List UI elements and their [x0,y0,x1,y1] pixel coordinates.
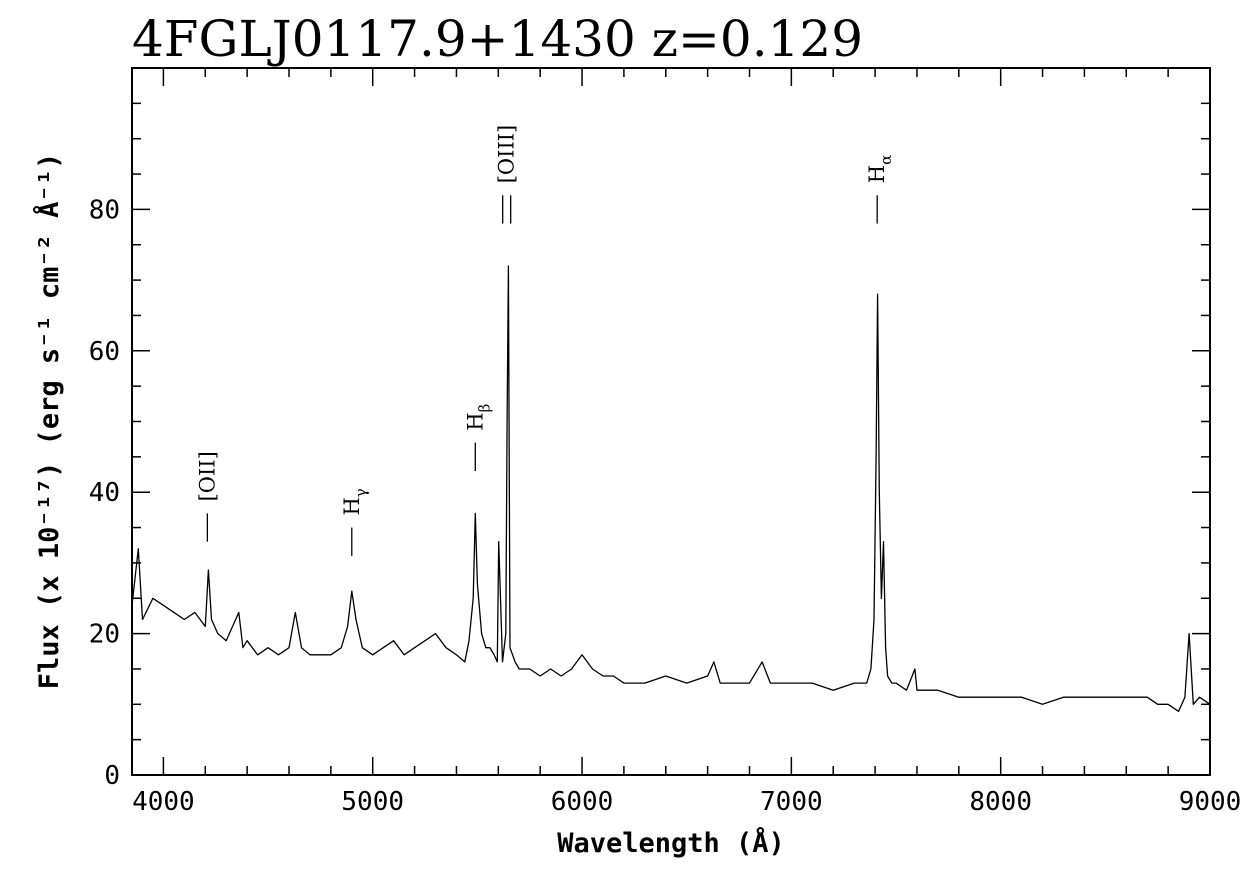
y-tick-label: 20 [89,620,120,650]
x-tick-label: 4000 [132,787,195,817]
y-tick-label: 0 [104,761,120,791]
axis-ticks [132,67,1211,776]
y-tick-label: 80 [89,195,120,225]
y-tick-label: 60 [89,337,120,367]
x-axis-label: Wavelength (Å) [557,827,785,859]
line-label: Hγ [340,488,370,515]
x-tick-label: 9000 [1179,787,1242,817]
line-label: [OII] [195,451,219,501]
y-tick-label: 40 [89,478,120,508]
line-label: Hβ [463,404,493,431]
x-tick-label: 7000 [760,787,823,817]
x-tick-labels: 4000 5000 6000 7000 8000 9000 [132,787,1241,817]
y-axis-label: Flux (x 10⁻¹⁷) (erg s⁻¹ cm⁻² Å⁻¹) [33,153,65,689]
spectrum-line [132,265,1210,713]
y-tick-labels: 0 20 40 60 80 [89,195,120,791]
line-label: [OIII] [495,125,519,184]
plot-frame [131,67,1211,776]
x-tick-label: 6000 [551,787,614,817]
x-tick-label: 8000 [969,787,1032,817]
emission-line-labels: [OII] Hγ Hβ [OIII] Hα [195,125,895,556]
x-tick-label: 5000 [341,787,404,817]
line-label: Hα [865,155,895,183]
chart-title: 4FGLJ0117.9+1430 z=0.129 [132,10,863,68]
